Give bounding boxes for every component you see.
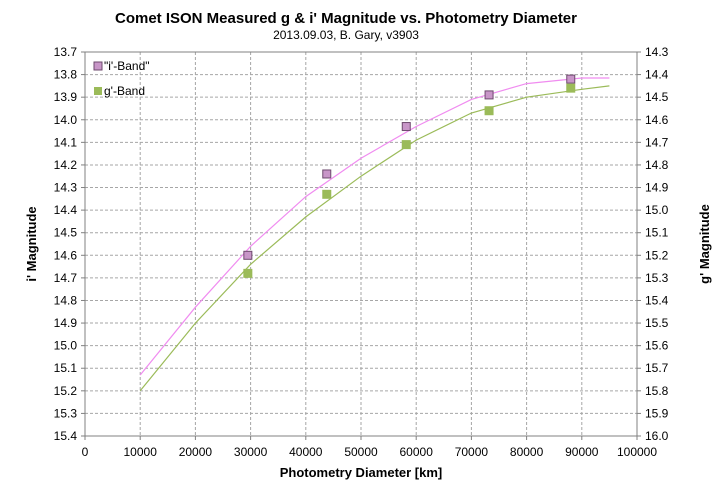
y-right-tick-label: 15.0 xyxy=(645,203,669,217)
x-tick-label: 80000 xyxy=(510,445,544,459)
x-tick-label: 10000 xyxy=(124,445,158,459)
y-left-tick-label: 14.9 xyxy=(54,316,78,330)
y-right-tick-label: 14.9 xyxy=(645,181,669,195)
y-left-tick-label: 15.0 xyxy=(54,339,78,353)
x-tick-label: 100000 xyxy=(617,445,657,459)
legend-label-g-band: g'-Band xyxy=(104,84,145,98)
y-left-tick-label: 13.9 xyxy=(54,90,78,104)
g-band-point xyxy=(243,268,253,278)
y-right-tick-label: 15.7 xyxy=(645,361,669,375)
g-band-fit-line xyxy=(139,85,610,392)
y-right-tick-label: 15.2 xyxy=(645,248,669,262)
y-left-tick-label: 14.6 xyxy=(54,248,78,262)
y-right-tick-label: 15.4 xyxy=(645,293,669,307)
y-right-tick-label: 15.3 xyxy=(645,271,669,285)
i-band-point xyxy=(484,90,494,100)
x-tick-label: 60000 xyxy=(400,445,434,459)
i-band-point xyxy=(401,122,411,132)
x-tick-label: 70000 xyxy=(455,445,489,459)
y-left-tick-label: 14.4 xyxy=(54,203,78,217)
y-left-tick-label: 14.7 xyxy=(54,271,78,285)
g-band-point xyxy=(484,106,494,116)
y-right-tick-label: 14.3 xyxy=(645,45,669,59)
legend-marker-i-band xyxy=(93,61,103,71)
y-right-axis-label: g' Magnitude xyxy=(697,204,712,284)
chart-title: Comet ISON Measured g & i' Magnitude vs.… xyxy=(115,10,577,27)
y-left-tick-label: 15.4 xyxy=(54,429,78,443)
y-left-tick-label: 15.2 xyxy=(54,384,78,398)
i-band-point xyxy=(566,74,576,84)
y-right-tick-label: 14.5 xyxy=(645,90,669,104)
y-left-tick-label: 15.1 xyxy=(54,361,78,375)
g-band-point xyxy=(322,189,332,199)
y-right-tick-label: 16.0 xyxy=(645,429,669,443)
y-right-tick-label: 15.6 xyxy=(645,339,669,353)
y-right-tick-label: 14.4 xyxy=(645,68,669,82)
x-tick-label: 0 xyxy=(82,445,89,459)
x-tick-label: 20000 xyxy=(179,445,213,459)
y-right-tick-label: 14.8 xyxy=(645,158,669,172)
g-band-point xyxy=(566,83,576,93)
y-right-tick-label: 15.8 xyxy=(645,384,669,398)
y-left-tick-label: 14.1 xyxy=(54,135,78,149)
y-left-tick-label: 13.8 xyxy=(54,68,78,82)
i-band-fit-line xyxy=(139,77,610,376)
y-right-tick-label: 15.1 xyxy=(645,226,669,240)
y-left-tick-label: 13.7 xyxy=(54,45,78,59)
g-band-point xyxy=(401,140,411,150)
axis-ticks: 0 10000 20000 30000 40000 50000 60000 70000 8000… xyxy=(54,45,669,459)
i-band-point xyxy=(243,250,253,260)
y-left-tick-label: 14.8 xyxy=(54,293,78,307)
y-left-tick-label: 14.5 xyxy=(54,226,78,240)
y-left-tick-label: 14.0 xyxy=(54,113,78,127)
x-tick-label: 30000 xyxy=(234,445,268,459)
chart-subtitle: 2013.09.03, B. Gary, v3903 xyxy=(273,28,419,42)
i-band-point xyxy=(322,169,332,179)
x-tick-label: 90000 xyxy=(565,445,599,459)
y-right-tick-label: 15.5 xyxy=(645,316,669,330)
x-tick-label: 50000 xyxy=(344,445,378,459)
y-right-tick-label: 15.9 xyxy=(645,406,669,420)
legend-marker-g-band xyxy=(94,87,102,95)
y-left-tick-label: 15.3 xyxy=(54,406,78,420)
gridlines xyxy=(85,52,637,436)
legend: "i'-Band" g'-Band xyxy=(93,59,150,98)
legend-label-i-band: "i'-Band" xyxy=(104,59,150,73)
y-left-axis-label: i' Magnitude xyxy=(24,206,39,281)
series xyxy=(139,74,610,392)
x-tick-label: 40000 xyxy=(289,445,323,459)
x-axis-label: Photometry Diameter [km] xyxy=(280,465,443,480)
y-left-tick-label: 14.2 xyxy=(54,158,78,172)
y-right-tick-label: 14.7 xyxy=(645,135,669,149)
y-left-tick-label: 14.3 xyxy=(54,181,78,195)
y-right-tick-label: 14.6 xyxy=(645,113,669,127)
